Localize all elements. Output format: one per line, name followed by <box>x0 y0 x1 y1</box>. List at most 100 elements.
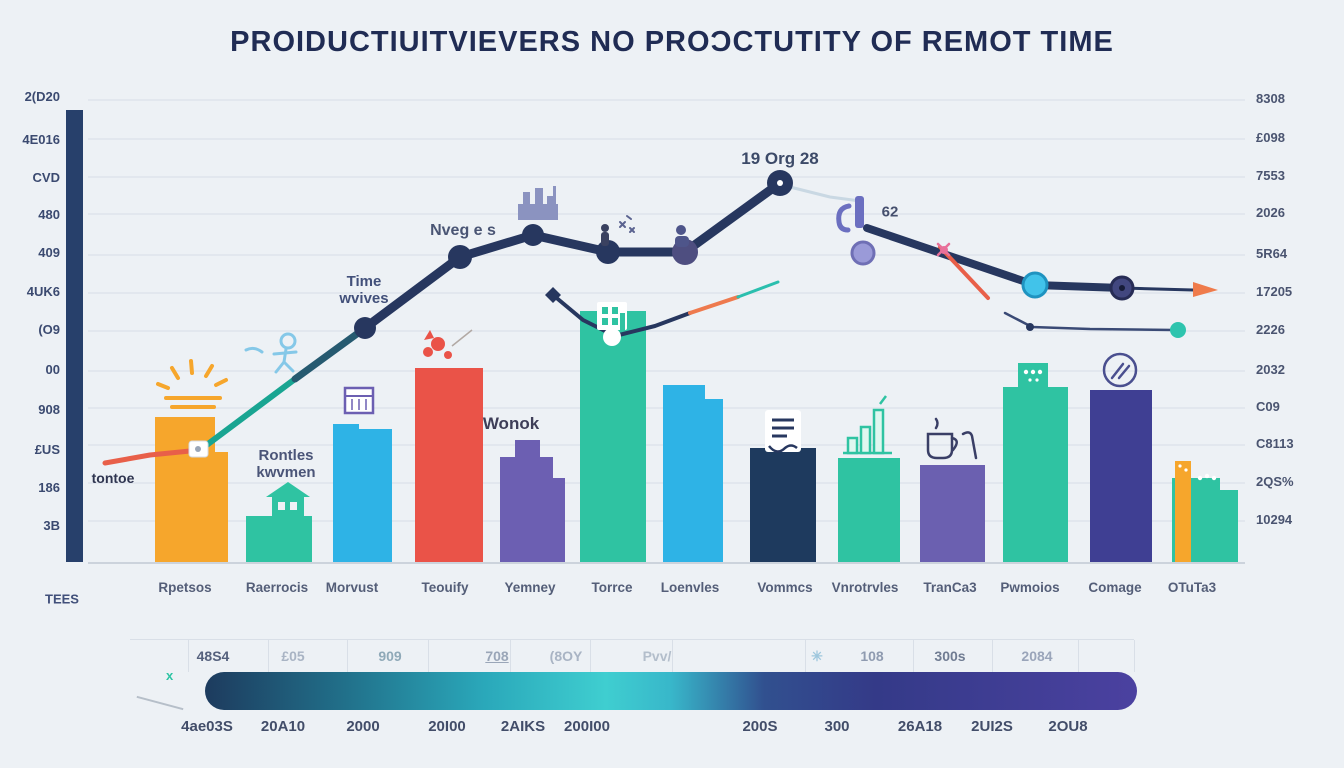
baseline <box>88 562 1245 564</box>
legend-top-value: 300s <box>934 648 966 664</box>
legend-column-separator <box>1078 640 1079 672</box>
x-axis-category-label: Pwmoios <box>1000 580 1060 595</box>
gridline <box>88 370 1245 372</box>
axis-corner-label: TEES <box>45 591 79 607</box>
gridline <box>88 254 1245 256</box>
annotation-peak-value: 19 Org 28 <box>741 149 819 169</box>
legend-top-value: 108 <box>860 648 884 664</box>
y-axis-left-tick-label: 908 <box>38 402 60 417</box>
gridline <box>88 99 1245 101</box>
y-axis-left-tick-label: 186 <box>38 480 60 495</box>
figurine-icon <box>601 224 609 246</box>
annotation-wonok: Wonok <box>482 414 540 434</box>
arrow-head-orange-icon <box>1193 282 1218 297</box>
y-axis-left-tick-label: 480 <box>38 207 60 222</box>
annotation-tontoe: tontoe <box>91 469 135 486</box>
line-marker <box>522 224 544 246</box>
sparkle-sun-icon <box>156 359 228 409</box>
dip-start-diamond <box>545 287 561 303</box>
legend-column-separator <box>992 640 993 672</box>
y-axis-right-tick-label: C8113 <box>1256 436 1294 451</box>
bar-accent-orange-block <box>1175 461 1191 562</box>
x-axis-category-label: Raerrocis <box>245 580 309 595</box>
legend-bottom-value: 4ae03S <box>181 718 233 735</box>
bar-rpetsos <box>155 417 215 562</box>
trend-right-navy <box>863 224 1126 292</box>
annotation-rontles: Rontles kwvmen <box>256 446 316 481</box>
bar-loenvles <box>705 399 723 562</box>
legend-top-value: 909 <box>378 648 402 664</box>
gridline <box>88 213 1245 215</box>
fire-doodle-icon <box>423 329 473 359</box>
gridline <box>88 138 1245 140</box>
y-axis-right-tick-label: 7553 <box>1256 168 1285 183</box>
legend-top-rule <box>130 639 1134 640</box>
line-marker <box>596 240 620 264</box>
legend-bottom-value: 26A18 <box>897 718 943 735</box>
dip-line-orange <box>688 295 740 315</box>
mug-doodle-icon <box>926 417 978 460</box>
y-axis-left-tick-label: 4UK6 <box>26 284 60 299</box>
x-axis-category-label: Loenvles <box>660 580 720 595</box>
y-axis-right-tick-label: C09 <box>1256 399 1280 414</box>
legend-bottom-value: 2AIKS <box>500 718 546 735</box>
bar-otuta3 <box>1216 490 1238 562</box>
legend-column-separator <box>1134 640 1135 672</box>
legend-column-separator <box>805 640 806 672</box>
flat-right-line <box>1003 311 1177 332</box>
legend-column-separator <box>268 640 269 672</box>
legend-column-separator <box>672 640 673 672</box>
legend-bottom-value: 2UI2S <box>971 718 1013 735</box>
confetti-icon <box>619 215 635 233</box>
y-axis-right-tick-label: 2QS% <box>1256 474 1294 489</box>
legend-top-value: (8OY <box>549 648 583 664</box>
house-icon <box>266 482 310 516</box>
y-axis-left-tick-label: 4E016 <box>22 132 60 147</box>
bar-rpetsos <box>215 452 228 562</box>
legend-top-value: 2084 <box>1021 648 1053 664</box>
x-axis-category-label: Morvust <box>325 580 379 595</box>
bar-morvust <box>333 424 359 562</box>
y-axis-right-tick-label: 5R64 <box>1256 246 1288 261</box>
bar-vommcs <box>750 448 816 562</box>
legend-bottom-value: 20I00 <box>428 718 466 735</box>
bar-teouify <box>415 368 483 562</box>
calendar-icon <box>343 386 375 415</box>
trend-peak-trail <box>784 184 862 203</box>
legend-column-separator <box>590 640 591 672</box>
x-axis-category-label: Yemney <box>504 580 556 595</box>
page-title: PROIDUCTIUITVIEVERS NO PROƆCTUTITY OF RE… <box>230 26 1114 58</box>
dip-line-teal <box>736 280 780 299</box>
bar-raerrocis <box>246 516 312 562</box>
line-marker <box>940 246 948 254</box>
bar-vnrotrvles <box>838 458 900 562</box>
legend-column-separator <box>510 640 511 672</box>
x-axis-category-label: OTuTa3 <box>1167 580 1217 595</box>
legend-top-value: 48S4 <box>196 648 230 664</box>
line-marker <box>1119 285 1125 291</box>
y-axis-right-tick-label: 2226 <box>1256 322 1285 337</box>
line-marker <box>767 170 793 196</box>
y-axis-left-tick-label: 2(D20 <box>24 89 60 104</box>
trend-right-thin <box>1120 286 1195 292</box>
x-axis-category-label: Rpetsos <box>158 580 212 595</box>
annotation-nveges: Nveg e s <box>430 221 496 239</box>
legend-x-mark: x <box>166 668 174 683</box>
gridline <box>88 330 1245 332</box>
bar-torrce <box>580 311 646 562</box>
person-walk-icon <box>244 332 298 374</box>
legend-bottom-value: 200I00 <box>564 718 610 735</box>
y-axis-left-tick-label: CVD <box>32 170 60 185</box>
y-axis-left-tick-label: £US <box>34 442 60 457</box>
line-marker <box>672 239 698 265</box>
bar-loenvles <box>663 385 705 562</box>
legend-top-value: Pvv/ <box>642 648 672 664</box>
y-axis-right-tick-label: 2026 <box>1256 205 1285 220</box>
bar-tranca3 <box>920 465 985 562</box>
legend-top-value: £05 <box>281 648 305 664</box>
person-sit-icon <box>675 225 689 247</box>
y-axis-left-tick-label: 00 <box>45 362 60 377</box>
y-axis-right-tick-label: 8308 <box>1256 91 1285 106</box>
annotation-62: 62 <box>881 203 899 221</box>
